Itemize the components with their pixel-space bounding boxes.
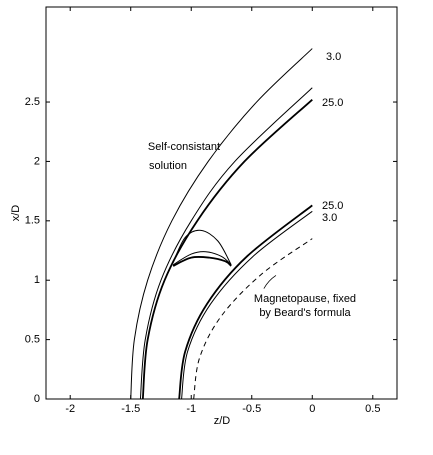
curve xyxy=(181,210,313,400)
y-tick-label: 0 xyxy=(34,393,40,405)
y-axis-label: x/D xyxy=(10,205,22,222)
annotation: Self-consistant xyxy=(148,141,220,153)
annotation: 25.0 xyxy=(322,97,343,109)
x-axis-label: z/D xyxy=(214,415,231,427)
x-tick-label: -1.5 xyxy=(121,403,140,415)
x-tick-label: 0 xyxy=(309,403,315,415)
y-tick-label: 0.5 xyxy=(25,334,40,346)
x-tick-label: 0.5 xyxy=(365,403,380,415)
annotation: solution xyxy=(149,160,187,172)
curve xyxy=(141,98,313,400)
y-tick-label: 2.5 xyxy=(25,96,40,108)
y-tick-label: 1.5 xyxy=(25,215,40,227)
x-tick-label: -2 xyxy=(65,403,75,415)
x-tick-label: -0.5 xyxy=(242,403,261,415)
annotation: 3.0 xyxy=(322,212,337,224)
curve xyxy=(178,204,313,400)
annotation-pointer xyxy=(263,275,277,289)
y-tick-label: 2 xyxy=(34,155,40,167)
x-tick-label: -1 xyxy=(186,403,196,415)
curve xyxy=(130,48,313,400)
plot-frame xyxy=(45,6,398,400)
annotation: 3.0 xyxy=(326,51,341,63)
curve xyxy=(193,238,313,400)
annotation: Magnetopause, fixed xyxy=(254,293,356,305)
y-tick-label: 1 xyxy=(34,274,40,286)
curve xyxy=(172,255,232,267)
annotation: 25.0 xyxy=(322,200,343,212)
curve xyxy=(172,229,232,266)
curve xyxy=(139,87,313,400)
annotation: by Beard's formula xyxy=(259,307,351,319)
curve xyxy=(172,251,232,266)
